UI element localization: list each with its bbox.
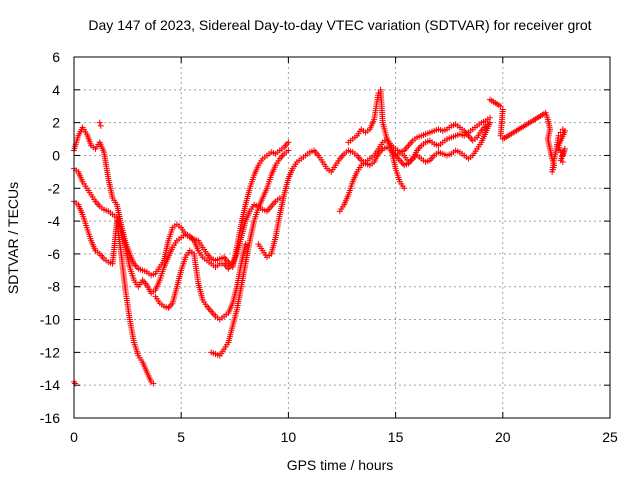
x-tick-labels: 0 5 10 15 20 25	[70, 429, 618, 445]
x-tick-label: 10	[281, 429, 297, 445]
y-tick-label: -2	[48, 180, 61, 196]
y-tick-labels: -16 -14 -12 -10 -8 -6 -4 -2 0 2 4 6	[40, 49, 60, 426]
y-tick-label: -10	[40, 312, 60, 328]
y-tick-label: 0	[52, 147, 60, 163]
y-tick-label: 6	[52, 49, 60, 65]
plot-frame	[73, 56, 611, 419]
y-tick-label: -8	[48, 279, 61, 295]
grid-lines	[74, 57, 610, 418]
data-point	[555, 132, 562, 139]
x-tick-label: 15	[388, 429, 404, 445]
y-tick-label: -6	[48, 246, 61, 262]
data-point	[559, 159, 566, 166]
x-tick-label: 5	[177, 429, 185, 445]
data-point	[486, 119, 493, 126]
data-point	[242, 241, 249, 248]
x-tick-label: 20	[495, 429, 511, 445]
data-point	[285, 139, 292, 146]
x-tick-label: 25	[602, 429, 618, 445]
data-point	[97, 122, 104, 129]
data-point	[497, 103, 504, 110]
data-point	[72, 380, 79, 387]
data-point	[150, 380, 157, 387]
data-point	[96, 119, 103, 126]
y-tick-label: 4	[52, 82, 60, 98]
y-tick-label: -4	[48, 213, 61, 229]
y-tick-label: -14	[40, 377, 60, 393]
data-point	[285, 147, 292, 154]
y-tick-label: -16	[40, 410, 60, 426]
x-tick-label: 0	[70, 429, 78, 445]
data-point	[497, 132, 504, 139]
y-axis-label: SDTVAR / TECUs	[5, 182, 21, 294]
data-point	[276, 195, 283, 202]
chart-title: Day 147 of 2023, Sidereal Day-to-day VTE…	[88, 17, 591, 33]
y-tick-label: 2	[52, 115, 60, 131]
data-point	[401, 185, 408, 192]
x-axis-label: GPS time / hours	[287, 457, 394, 473]
y-tick-label: -12	[40, 344, 60, 360]
data-points	[71, 86, 568, 387]
